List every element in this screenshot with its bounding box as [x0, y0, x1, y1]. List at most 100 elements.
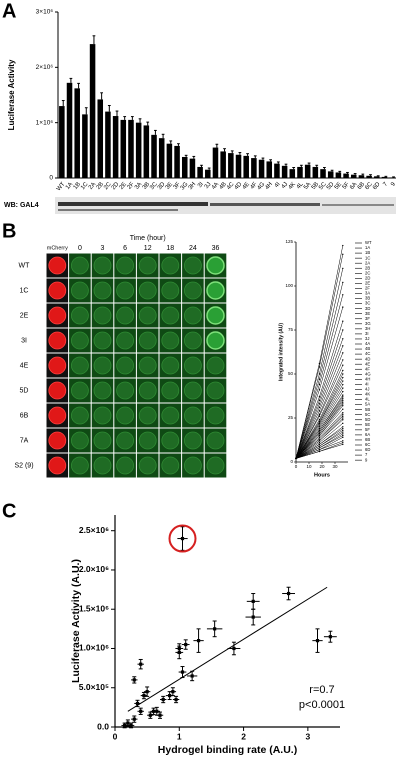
y-tick-label: 100	[285, 283, 293, 288]
x-tick-label: 2	[241, 731, 246, 741]
point	[328, 635, 332, 639]
point	[318, 413, 321, 416]
legend-label: 4C	[365, 351, 370, 356]
x-tick-label: 4E	[242, 181, 251, 190]
x-tick-label: 3B	[142, 181, 151, 190]
point	[318, 436, 321, 439]
bar	[335, 172, 342, 178]
x-tick-label: 4C	[226, 181, 236, 191]
point	[342, 399, 344, 402]
x-tick-label: 9	[390, 181, 397, 188]
point	[295, 457, 297, 460]
row-label: 6B	[20, 412, 29, 419]
well-signal	[206, 381, 225, 400]
point	[342, 294, 344, 296]
legend-label: 2C	[365, 270, 370, 275]
y-tick-label: 1.0×10⁶	[79, 643, 109, 653]
well-signal	[138, 456, 157, 475]
panel-label: C	[2, 500, 16, 522]
point	[342, 422, 344, 424]
point	[135, 701, 140, 706]
point	[286, 591, 291, 596]
bar	[97, 99, 104, 178]
point	[318, 396, 321, 398]
well-signal	[71, 406, 89, 425]
well-signal	[93, 431, 112, 450]
legend-label: 3D	[365, 306, 370, 311]
point	[342, 338, 344, 340]
well-signal	[161, 381, 180, 400]
legend-label: 4L	[365, 397, 370, 402]
x-tick-label: 2E	[119, 181, 128, 190]
well-signal	[71, 431, 89, 450]
x-tick-label: 6D	[372, 181, 382, 191]
x-tick-label: 3G	[180, 181, 190, 191]
well-signal	[116, 431, 134, 450]
x-tick-label: 2C	[103, 181, 113, 191]
well-signal	[183, 381, 202, 400]
well-signal	[93, 281, 112, 300]
bar	[327, 171, 334, 178]
well-signal	[93, 331, 112, 350]
well-signal	[206, 406, 225, 425]
well-signal	[206, 256, 225, 275]
bar	[212, 147, 219, 178]
point	[342, 267, 344, 270]
legend-label: 4E	[365, 361, 370, 366]
y-tick-label: 0	[49, 175, 53, 182]
legend-label: 5B	[365, 407, 370, 412]
legend-label: 4H	[365, 376, 370, 381]
bar	[304, 164, 311, 178]
point	[151, 709, 156, 713]
blot-band	[58, 209, 178, 211]
point	[318, 431, 321, 433]
bar	[105, 111, 111, 178]
legend-label: 2E	[365, 281, 370, 286]
x-tick-label: 4A	[211, 181, 220, 190]
well-signal	[183, 306, 202, 325]
x-tick-label: 5A	[303, 181, 312, 190]
bar	[366, 175, 372, 178]
x-tick-label: 3H	[188, 181, 198, 191]
well-signal	[48, 331, 67, 350]
x-axis-title: Hydrogel binding rate (A.U.)	[158, 744, 297, 756]
well-signal	[93, 456, 112, 475]
legend-label: 2A	[365, 260, 370, 265]
column-label: mCherry	[47, 245, 68, 251]
x-tick-label: 3A	[134, 181, 143, 190]
highlight-ring	[168, 524, 197, 553]
legend-label: 5E	[365, 422, 370, 427]
x-tick-label: 4I	[274, 181, 282, 189]
point	[342, 359, 344, 361]
legend-label: 4F	[365, 366, 370, 371]
bar	[66, 82, 73, 178]
point	[342, 281, 344, 284]
well-signal	[138, 406, 157, 425]
point	[171, 690, 175, 694]
point	[318, 420, 321, 423]
point	[342, 329, 344, 331]
well-signal	[206, 331, 225, 350]
x-tick-label: 6C	[364, 181, 374, 191]
bar	[289, 169, 296, 178]
point	[342, 383, 344, 386]
column-label: 3	[101, 245, 105, 252]
row-label: S2 (9)	[14, 462, 33, 469]
row-label: 1C	[20, 287, 29, 294]
point	[342, 433, 344, 435]
legend-label: 6B	[365, 437, 370, 442]
y-tick-label: 0.0	[97, 721, 109, 731]
legend-label: 3I	[365, 331, 369, 336]
y-tick-label: 2×10⁶	[36, 64, 54, 71]
well-signal	[161, 431, 180, 450]
x-tick-label: 3D	[157, 181, 167, 191]
well-signal	[48, 281, 67, 300]
well-signal	[71, 256, 89, 275]
bar	[135, 122, 142, 178]
well-signal	[71, 356, 89, 375]
well-signal	[183, 331, 202, 350]
well-signal	[183, 356, 202, 375]
legend-label: 5F	[365, 427, 370, 432]
point	[342, 413, 344, 416]
legend-label: 1C	[365, 255, 370, 260]
